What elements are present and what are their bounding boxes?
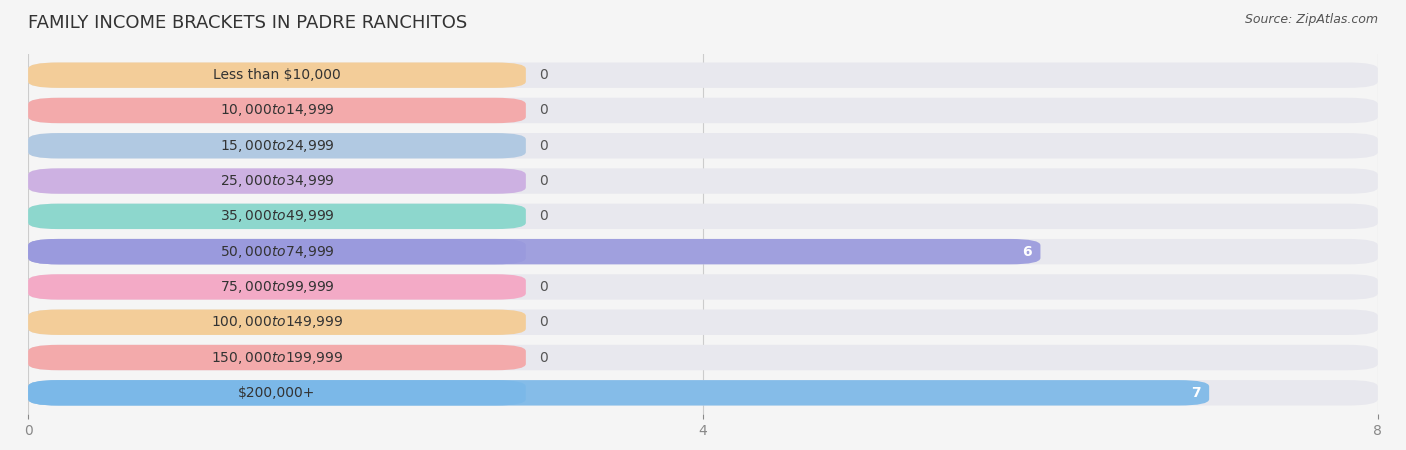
FancyBboxPatch shape	[28, 310, 526, 335]
FancyBboxPatch shape	[28, 345, 526, 370]
Text: $50,000 to $74,999: $50,000 to $74,999	[219, 243, 335, 260]
Text: 0: 0	[540, 174, 548, 188]
FancyBboxPatch shape	[28, 168, 526, 194]
FancyBboxPatch shape	[28, 380, 1209, 405]
Text: 0: 0	[540, 139, 548, 153]
Text: $35,000 to $49,999: $35,000 to $49,999	[219, 208, 335, 225]
FancyBboxPatch shape	[28, 63, 1378, 88]
Text: $150,000 to $199,999: $150,000 to $199,999	[211, 350, 343, 365]
FancyBboxPatch shape	[28, 98, 526, 123]
FancyBboxPatch shape	[28, 168, 1378, 194]
FancyBboxPatch shape	[28, 204, 526, 229]
Text: $15,000 to $24,999: $15,000 to $24,999	[219, 138, 335, 154]
Text: $100,000 to $149,999: $100,000 to $149,999	[211, 314, 343, 330]
Text: 7: 7	[1191, 386, 1201, 400]
FancyBboxPatch shape	[28, 380, 1378, 405]
Text: $200,000+: $200,000+	[238, 386, 316, 400]
FancyBboxPatch shape	[28, 98, 1378, 123]
Text: 0: 0	[540, 280, 548, 294]
FancyBboxPatch shape	[28, 274, 526, 300]
FancyBboxPatch shape	[28, 310, 1378, 335]
FancyBboxPatch shape	[28, 345, 1378, 370]
Text: $25,000 to $34,999: $25,000 to $34,999	[219, 173, 335, 189]
FancyBboxPatch shape	[28, 239, 526, 264]
FancyBboxPatch shape	[28, 133, 526, 158]
Text: 0: 0	[540, 104, 548, 117]
FancyBboxPatch shape	[28, 133, 1378, 158]
Text: Source: ZipAtlas.com: Source: ZipAtlas.com	[1244, 14, 1378, 27]
FancyBboxPatch shape	[28, 63, 526, 88]
Text: 0: 0	[540, 209, 548, 223]
Text: Less than $10,000: Less than $10,000	[214, 68, 340, 82]
Text: FAMILY INCOME BRACKETS IN PADRE RANCHITOS: FAMILY INCOME BRACKETS IN PADRE RANCHITO…	[28, 14, 467, 32]
FancyBboxPatch shape	[28, 204, 1378, 229]
Text: $75,000 to $99,999: $75,000 to $99,999	[219, 279, 335, 295]
Text: 0: 0	[540, 68, 548, 82]
FancyBboxPatch shape	[28, 274, 1378, 300]
FancyBboxPatch shape	[28, 239, 1040, 264]
FancyBboxPatch shape	[28, 380, 526, 405]
Text: $10,000 to $14,999: $10,000 to $14,999	[219, 103, 335, 118]
Text: 6: 6	[1022, 245, 1032, 259]
Text: 0: 0	[540, 315, 548, 329]
Text: 0: 0	[540, 351, 548, 364]
FancyBboxPatch shape	[28, 239, 1378, 264]
